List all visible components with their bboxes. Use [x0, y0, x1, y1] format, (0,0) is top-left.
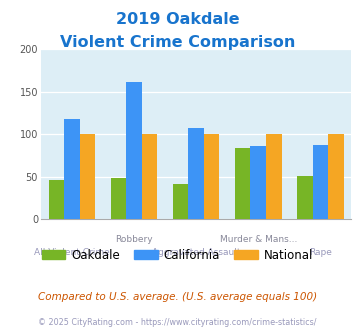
Text: © 2025 CityRating.com - https://www.cityrating.com/crime-statistics/: © 2025 CityRating.com - https://www.city…: [38, 318, 317, 327]
Bar: [49, 181, 64, 219]
Bar: [64, 119, 80, 219]
Text: Aggravated Assault: Aggravated Assault: [152, 248, 240, 257]
Bar: [328, 134, 344, 219]
Bar: [173, 184, 189, 219]
Text: Violent Crime Comparison: Violent Crime Comparison: [60, 35, 295, 50]
Bar: [313, 145, 328, 219]
Text: Robbery: Robbery: [115, 235, 153, 244]
Text: Compared to U.S. average. (U.S. average equals 100): Compared to U.S. average. (U.S. average …: [38, 292, 317, 302]
Bar: [297, 176, 313, 219]
Text: All Violent Crime: All Violent Crime: [34, 248, 110, 257]
Text: Murder & Mans...: Murder & Mans...: [220, 235, 297, 244]
Bar: [251, 147, 266, 219]
Bar: [126, 82, 142, 219]
Text: Rape: Rape: [309, 248, 332, 257]
Text: 2019 Oakdale: 2019 Oakdale: [116, 12, 239, 26]
Bar: [189, 128, 204, 219]
Bar: [204, 134, 219, 219]
Legend: Oakdale, California, National: Oakdale, California, National: [37, 244, 318, 266]
Bar: [80, 134, 95, 219]
Bar: [266, 134, 282, 219]
Bar: [235, 148, 251, 219]
Bar: [142, 134, 157, 219]
Bar: [111, 178, 126, 219]
